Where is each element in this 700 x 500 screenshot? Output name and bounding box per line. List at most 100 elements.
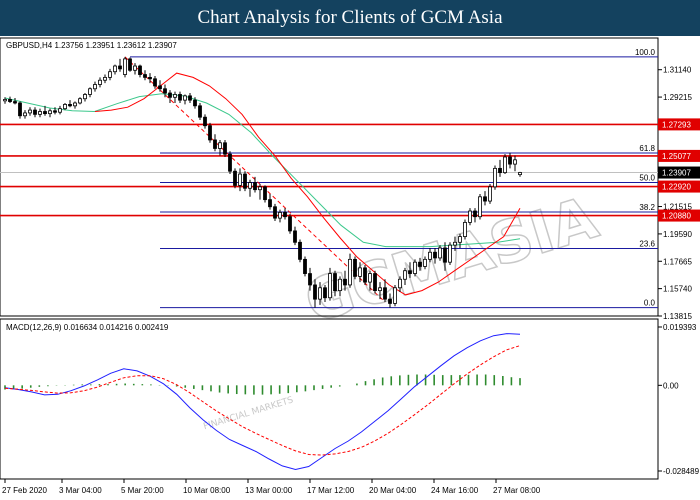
macd-info: MACD(12,26,9) 0.016634 0.014216 0.002419 — [6, 323, 169, 332]
candle-body — [363, 267, 367, 283]
candle-body — [123, 58, 127, 75]
candle-body — [458, 236, 462, 243]
resistance-layer — [0, 123, 658, 217]
time-tick-label: 24 Mar 16:00 — [431, 486, 479, 495]
candle-body — [33, 109, 37, 115]
candle-body — [218, 142, 222, 149]
candle-body — [203, 116, 207, 127]
candle-body — [433, 251, 437, 259]
time-axis: 27 Feb 2020 3 Mar 04:00 5 Mar 20:00 10 Mar … — [2, 479, 541, 495]
macd-line — [4, 333, 521, 471]
ma-slow-line — [4, 93, 521, 248]
candle-body — [398, 278, 402, 289]
candle-body — [468, 210, 472, 223]
candle-body — [103, 76, 107, 81]
candle-body — [488, 186, 492, 202]
price-tick-label: 1.31140 — [663, 66, 692, 75]
time-tick-label: 13 Mar 00:00 — [245, 486, 293, 495]
price-axis: 1.31140 1.29215 1.21515 1.19590 1.17665 1.157… — [658, 66, 700, 321]
candle-body — [243, 173, 247, 189]
candle-body — [118, 65, 122, 70]
price-tick-label: 1.19590 — [663, 230, 692, 239]
time-tick-label: 27 Mar 08:00 — [493, 486, 541, 495]
candle-body — [268, 199, 272, 208]
macd-panel-frame — [0, 318, 659, 480]
price-tick-label: 1.13815 — [663, 312, 692, 321]
chart-header: Chart Analysis for Clients of GCM Asia — [0, 0, 700, 36]
candle-body — [193, 99, 197, 107]
price-tag — [658, 180, 700, 193]
candle-body — [143, 74, 147, 78]
candle-body — [158, 85, 162, 90]
price-tag-label: 1.20880 — [662, 212, 691, 221]
candle-body — [78, 98, 82, 104]
fib-label: 100.0 — [635, 48, 656, 57]
candle-body — [348, 258, 352, 286]
candle-body — [463, 221, 467, 238]
candle-body — [213, 139, 217, 149]
candle-body — [323, 287, 327, 299]
ma-fast-line — [94, 72, 521, 296]
candle-body — [293, 230, 297, 243]
candle-body — [353, 258, 357, 277]
candle-body — [178, 94, 182, 101]
price-tick-label: 1.29215 — [663, 93, 692, 102]
candle-body — [223, 142, 227, 155]
macd-tick-label: 0.019393 — [663, 323, 697, 332]
candle-body — [448, 244, 452, 263]
candle-body — [48, 110, 52, 115]
candle-body — [108, 71, 112, 78]
candle-body — [388, 298, 392, 304]
candle-body — [453, 241, 457, 246]
candle-body — [198, 105, 202, 118]
candle-body — [343, 278, 347, 286]
candle-body — [383, 287, 387, 300]
candle-body — [283, 212, 287, 218]
candle-body — [473, 210, 477, 218]
candle-body — [68, 104, 72, 107]
candle-body — [93, 84, 97, 90]
price-tag-label: 1.23907 — [662, 169, 691, 178]
candle-body — [173, 94, 177, 98]
time-tick-label: 20 Mar 04:00 — [369, 486, 417, 495]
candle-body — [8, 99, 12, 102]
macd-tick-label: 0.00 — [663, 381, 679, 390]
candle-body — [63, 104, 67, 110]
candle-body — [483, 196, 487, 202]
time-tick-label: 17 Mar 12:00 — [307, 486, 355, 495]
candle-body — [88, 88, 92, 95]
candle-body — [58, 108, 62, 113]
signal-line — [4, 345, 521, 456]
candle-body — [298, 241, 302, 260]
candle-body — [438, 247, 442, 259]
time-tick-label: 3 Mar 04:00 — [59, 486, 102, 495]
candle-body — [53, 110, 57, 113]
fib-label: 23.6 — [639, 240, 655, 249]
candle-body — [148, 76, 152, 80]
candle-body — [303, 258, 307, 274]
candle-body — [368, 273, 372, 283]
candle-body — [278, 212, 282, 219]
candle-body — [393, 287, 397, 304]
candle-body — [328, 273, 332, 299]
candle-body — [503, 156, 507, 174]
candle-body — [43, 111, 47, 115]
candle-body — [128, 58, 132, 71]
price-tag — [658, 149, 700, 162]
candle-body — [423, 258, 427, 267]
candle-body — [498, 167, 502, 174]
time-tick-label: 5 Mar 20:00 — [121, 486, 164, 495]
candle-body — [378, 287, 382, 292]
price-tag — [658, 209, 700, 222]
candle-body — [248, 182, 252, 189]
candle-body — [318, 287, 322, 300]
fib-label: 0.0 — [644, 299, 656, 308]
candle-body — [273, 206, 277, 219]
price-tick-label: 1.15740 — [663, 285, 692, 294]
candle-body — [83, 94, 87, 100]
price-tag-label: 1.25077 — [662, 152, 691, 161]
candle-body — [153, 78, 157, 87]
candle-body — [518, 172, 522, 176]
candle-body — [413, 261, 417, 274]
candle-body — [73, 102, 77, 107]
